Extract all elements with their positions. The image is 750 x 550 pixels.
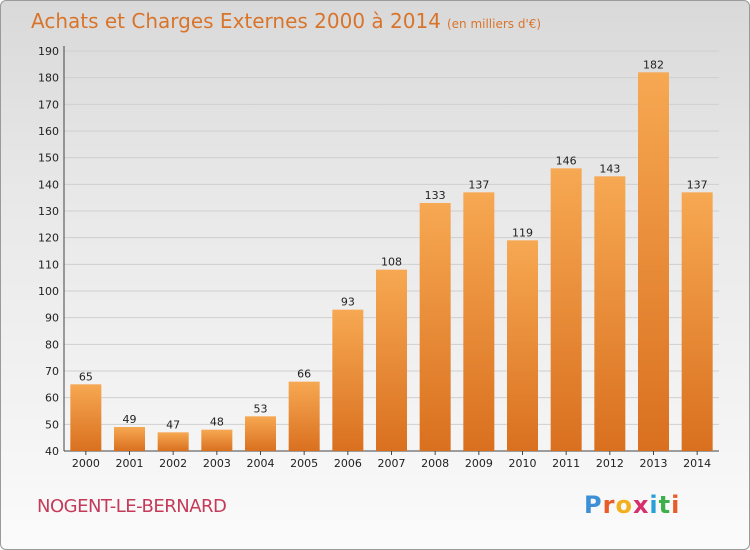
x-tick-label-2004: 2004 xyxy=(247,457,275,470)
bars xyxy=(70,72,713,452)
logo-letter: i xyxy=(649,491,659,519)
bar-2002 xyxy=(157,432,189,451)
x-tick-label-2002: 2002 xyxy=(159,457,187,470)
data-label-2001: 49 xyxy=(123,413,137,426)
chart-unit: (en milliers d'€) xyxy=(446,17,542,31)
x-tick-label-2009: 2009 xyxy=(465,457,493,470)
x-tick-label-2005: 2005 xyxy=(290,457,318,470)
bar-2011 xyxy=(550,168,582,452)
y-tick-label: 170 xyxy=(38,98,59,111)
y-tick-label: 190 xyxy=(38,45,59,58)
y-tick-label: 40 xyxy=(45,445,59,458)
x-tick-label-2012: 2012 xyxy=(596,457,624,470)
y-tick-label: 90 xyxy=(45,312,59,325)
data-label-2012: 143 xyxy=(599,162,620,175)
x-tick-label-2007: 2007 xyxy=(378,457,406,470)
bar-2008 xyxy=(419,203,451,451)
bar-2003 xyxy=(201,429,233,451)
y-tick-label: 50 xyxy=(45,418,59,431)
y-tick-label: 150 xyxy=(38,152,59,165)
x-tick-label-2010: 2010 xyxy=(509,457,537,470)
logo-letter: i xyxy=(671,491,681,519)
x-tick-label-2008: 2008 xyxy=(421,457,449,470)
logo-letter: t xyxy=(658,491,672,519)
data-label-2000: 65 xyxy=(79,370,93,383)
data-label-2005: 66 xyxy=(297,368,311,381)
data-label-2009: 137 xyxy=(468,178,489,191)
bar-2013 xyxy=(638,72,669,451)
x-tick-label-2001: 2001 xyxy=(116,457,144,470)
proxiti-logo[interactable]: Proxiti xyxy=(584,491,680,519)
y-tick-label: 100 xyxy=(38,285,59,298)
logo-letter: o xyxy=(615,491,633,519)
bar-2004 xyxy=(245,416,276,451)
axes: 40 50 60 70 80 90 100 110 120 130 140 150 160 170 180 1… xyxy=(38,45,719,470)
bar-2010 xyxy=(507,240,538,451)
y-tick-label: 130 xyxy=(38,205,59,218)
bar-2001 xyxy=(114,427,145,451)
bar-2000 xyxy=(70,384,102,451)
data-label-2014: 137 xyxy=(687,178,708,191)
logo-letter: x xyxy=(632,491,650,519)
data-label-2006: 93 xyxy=(341,296,355,309)
y-tick-label: 140 xyxy=(38,178,59,191)
x-tick-label-2003: 2003 xyxy=(203,457,231,470)
data-label-2003: 48 xyxy=(210,416,224,429)
location-label: NOGENT-LE-BERNARD xyxy=(37,496,227,517)
data-label-2004: 53 xyxy=(254,402,268,415)
data-label-2011: 146 xyxy=(556,154,577,167)
y-tick-label: 110 xyxy=(38,258,59,271)
data-label-2010: 119 xyxy=(512,226,533,239)
data-label-2013: 182 xyxy=(643,58,664,71)
bar-2006 xyxy=(332,309,364,451)
bar-2009 xyxy=(463,192,495,452)
data-labels: 65 49 47 48 53 66 93 108 133 137 119 146 143 182 137 xyxy=(79,58,708,431)
logo-letter: r xyxy=(602,491,616,519)
chart-title: Achats et Charges Externes 2000 à 2014 (e… xyxy=(31,9,541,33)
data-label-2008: 133 xyxy=(425,189,446,202)
y-tick-label: 70 xyxy=(45,365,59,378)
y-tick-label: 60 xyxy=(45,392,59,405)
data-label-2007: 108 xyxy=(381,256,402,269)
bar-2012 xyxy=(594,176,626,452)
chart-title-text: Achats et Charges Externes 2000 à 2014 xyxy=(31,9,441,33)
data-label-2002: 47 xyxy=(166,418,180,431)
y-tick-label: 120 xyxy=(38,232,59,245)
bar-2007 xyxy=(376,269,407,451)
y-tick-label: 80 xyxy=(45,338,59,351)
x-tick-label-2000: 2000 xyxy=(72,457,100,470)
y-tick-label: 160 xyxy=(38,125,59,138)
bar-2005 xyxy=(288,381,320,451)
x-tick-label-2011: 2011 xyxy=(552,457,580,470)
x-tick-label-2014: 2014 xyxy=(683,457,711,470)
x-tick-label-2013: 2013 xyxy=(640,457,668,470)
y-tick-label: 180 xyxy=(38,72,59,85)
logo-letter: P xyxy=(584,491,603,519)
x-tick-label-2006: 2006 xyxy=(334,457,362,470)
bar-2014 xyxy=(681,192,713,452)
